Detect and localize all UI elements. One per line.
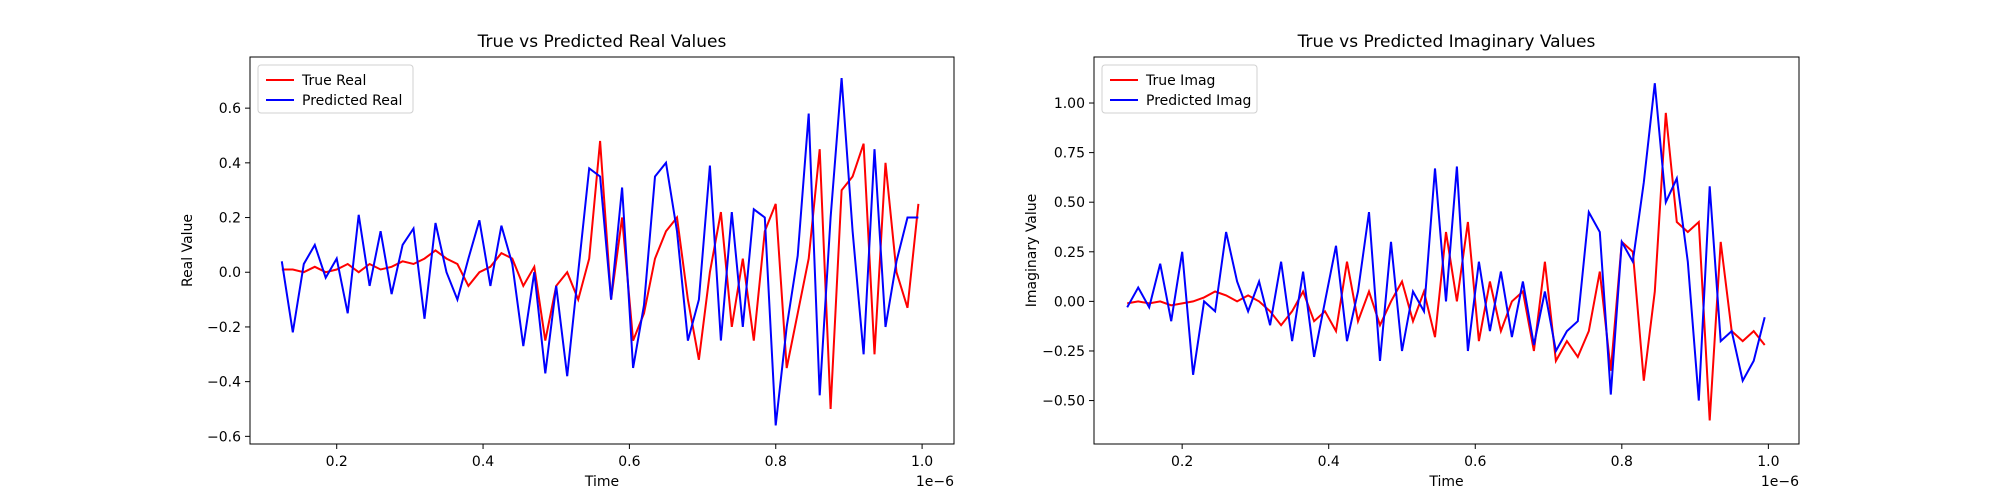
x-offset-label: 1e−6 bbox=[916, 474, 954, 490]
x-offset-label: 1e−6 bbox=[1761, 474, 1799, 490]
y-tick-label: 0.25 bbox=[1054, 245, 1085, 261]
y-tick-label: 1.00 bbox=[1054, 96, 1085, 112]
y-tick-label: 0.75 bbox=[1054, 146, 1085, 162]
x-axis-label: Time bbox=[1428, 474, 1463, 490]
y-tick-label: 0.0 bbox=[219, 265, 241, 281]
x-tick-label: 1.0 bbox=[911, 454, 933, 470]
y-tick-label: −0.4 bbox=[207, 375, 241, 391]
legend-label: True Real bbox=[301, 73, 366, 89]
y-tick-label: 0.00 bbox=[1054, 294, 1085, 310]
plot-frame bbox=[249, 56, 955, 445]
legend-box bbox=[1101, 64, 1258, 114]
y-tick-label: 0.4 bbox=[219, 156, 241, 172]
y-axis-label: Imaginary Value bbox=[1024, 194, 1040, 308]
legend-box bbox=[257, 64, 414, 114]
x-tick-label: 1.0 bbox=[1757, 454, 1779, 470]
legend-label: True Imag bbox=[1145, 73, 1215, 89]
x-tick-label: 0.4 bbox=[472, 454, 494, 470]
data-line bbox=[280, 78, 919, 426]
y-tick-label: −0.50 bbox=[1042, 394, 1085, 410]
y-tick-label: 0.2 bbox=[219, 211, 241, 227]
y-tick-label: 0.6 bbox=[219, 101, 241, 117]
y-tick-label: −0.6 bbox=[207, 429, 241, 445]
plot-frame bbox=[1093, 56, 1800, 445]
y-tick-label: −0.2 bbox=[207, 320, 241, 336]
x-axis-label: Time bbox=[584, 474, 619, 490]
x-tick-label: 0.8 bbox=[1611, 454, 1633, 470]
x-tick-label: 0.4 bbox=[1318, 454, 1340, 470]
y-axis-label: Real Value bbox=[180, 214, 196, 287]
x-tick-label: 0.2 bbox=[326, 454, 348, 470]
chart-title: True vs Predicted Imaginary Values bbox=[1297, 32, 1596, 52]
y-tick-label: −0.25 bbox=[1042, 344, 1085, 360]
legend-label: Predicted Real bbox=[302, 93, 402, 109]
legend-label: Predicted Imag bbox=[1146, 93, 1251, 109]
data-line bbox=[1126, 83, 1766, 401]
x-tick-label: 0.2 bbox=[1171, 454, 1193, 470]
data-line bbox=[1127, 112, 1766, 421]
x-tick-label: 0.6 bbox=[618, 454, 640, 470]
y-tick-label: 0.50 bbox=[1054, 195, 1085, 211]
chart-title: True vs Predicted Real Values bbox=[477, 32, 727, 52]
x-tick-label: 0.8 bbox=[765, 454, 787, 470]
x-tick-label: 0.6 bbox=[1464, 454, 1486, 470]
